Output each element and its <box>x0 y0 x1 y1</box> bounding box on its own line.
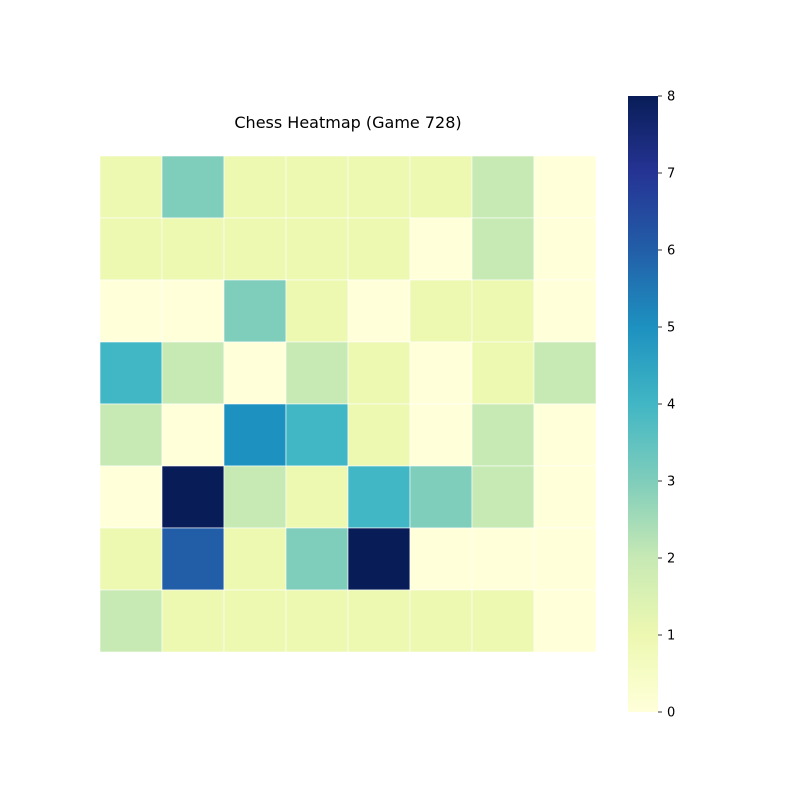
heatmap-cell-r6-c3 <box>285 527 349 591</box>
heatmap-cell-r3-c5 <box>409 341 473 405</box>
heatmap-cell-r3-c7 <box>533 341 597 405</box>
heatmap-cell-r2-c1 <box>161 279 225 343</box>
heatmap-cell-r3-c0 <box>99 341 163 405</box>
colorbar-tick-label: 4 <box>667 398 675 413</box>
colorbar-tick-label: 1 <box>667 629 675 644</box>
heatmap-cell-r0-c5 <box>409 155 473 219</box>
heatmap-cell-r4-c2 <box>223 403 287 467</box>
heatmap-cell-r4-c0 <box>99 403 163 467</box>
heatmap-cell-r7-c5 <box>409 589 473 653</box>
heatmap-cell-r5-c4 <box>347 465 411 529</box>
heatmap-cell-r4-c5 <box>409 403 473 467</box>
heatmap-cell-r0-c0 <box>99 155 163 219</box>
heatmap-cell-r0-c3 <box>285 155 349 219</box>
colorbar-gradient <box>628 96 658 712</box>
heatmap-cell-r1-c3 <box>285 217 349 281</box>
heatmap-cell-r1-c0 <box>99 217 163 281</box>
heatmap-cell-r4-c1 <box>161 403 225 467</box>
heatmap-cell-r6-c6 <box>471 527 535 591</box>
heatmap-cell-r3-c4 <box>347 341 411 405</box>
colorbar-tick-label: 6 <box>667 244 675 259</box>
heatmap-cell-r2-c3 <box>285 279 349 343</box>
heatmap-cell-r5-c6 <box>471 465 535 529</box>
heatmap-cell-r5-c7 <box>533 465 597 529</box>
heatmap-cell-r2-c4 <box>347 279 411 343</box>
heatmap-cell-r4-c3 <box>285 403 349 467</box>
heatmap-cell-r5-c1 <box>161 465 225 529</box>
heatmap-cell-r6-c4 <box>347 527 411 591</box>
heatmap-cell-r5-c3 <box>285 465 349 529</box>
heatmap-cell-r1-c6 <box>471 217 535 281</box>
heatmap-cell-r0-c2 <box>223 155 287 219</box>
colorbar-tick-label: 2 <box>667 552 675 567</box>
heatmap-cell-r3-c2 <box>223 341 287 405</box>
heatmap-grid <box>99 155 597 653</box>
heatmap-cell-r0-c1 <box>161 155 225 219</box>
heatmap-cell-r1-c1 <box>161 217 225 281</box>
heatmap-cell-r2-c5 <box>409 279 473 343</box>
heatmap-cell-r5-c5 <box>409 465 473 529</box>
heatmap-cell-r2-c2 <box>223 279 287 343</box>
heatmap-cell-r2-c6 <box>471 279 535 343</box>
heatmap-cell-r2-c7 <box>533 279 597 343</box>
heatmap-cell-r5-c2 <box>223 465 287 529</box>
chart-title: Chess Heatmap (Game 728) <box>234 113 461 132</box>
colorbar-tick-label: 0 <box>667 706 675 721</box>
heatmap-cell-r6-c7 <box>533 527 597 591</box>
colorbar-ticks: 0 1 2 3 4 5 6 7 8 <box>658 90 675 721</box>
heatmap-cell-r0-c4 <box>347 155 411 219</box>
heatmap-cell-r5-c0 <box>99 465 163 529</box>
heatmap-cell-r2-c0 <box>99 279 163 343</box>
colorbar-tick-label: 7 <box>667 167 675 182</box>
colorbar-tick-label: 8 <box>667 90 675 105</box>
colorbar-tick-label: 3 <box>667 475 675 490</box>
heatmap-cell-r6-c2 <box>223 527 287 591</box>
heatmap-cell-r4-c4 <box>347 403 411 467</box>
heatmap-cell-r7-c7 <box>533 589 597 653</box>
heatmap-cell-r3-c3 <box>285 341 349 405</box>
colorbar-tick-label: 5 <box>667 321 675 336</box>
heatmap-cell-r7-c3 <box>285 589 349 653</box>
heatmap-cell-r7-c6 <box>471 589 535 653</box>
colorbar: 0 1 2 3 4 5 6 7 8 <box>628 90 675 721</box>
heatmap-cell-r4-c7 <box>533 403 597 467</box>
heatmap-cell-r7-c4 <box>347 589 411 653</box>
heatmap-cell-r3-c6 <box>471 341 535 405</box>
heatmap-cell-r1-c5 <box>409 217 473 281</box>
heatmap-cell-r7-c2 <box>223 589 287 653</box>
heatmap-cell-r0-c7 <box>533 155 597 219</box>
heatmap-cell-r7-c1 <box>161 589 225 653</box>
heatmap-cell-r6-c0 <box>99 527 163 591</box>
heatmap-cell-r4-c6 <box>471 403 535 467</box>
heatmap-cell-r3-c1 <box>161 341 225 405</box>
heatmap-cell-r7-c0 <box>99 589 163 653</box>
heatmap-cell-r1-c2 <box>223 217 287 281</box>
heatmap-cell-r1-c7 <box>533 217 597 281</box>
heatmap-cell-r0-c6 <box>471 155 535 219</box>
heatmap-cell-r6-c1 <box>161 527 225 591</box>
heatmap-cell-r1-c4 <box>347 217 411 281</box>
heatmap-cell-r6-c5 <box>409 527 473 591</box>
